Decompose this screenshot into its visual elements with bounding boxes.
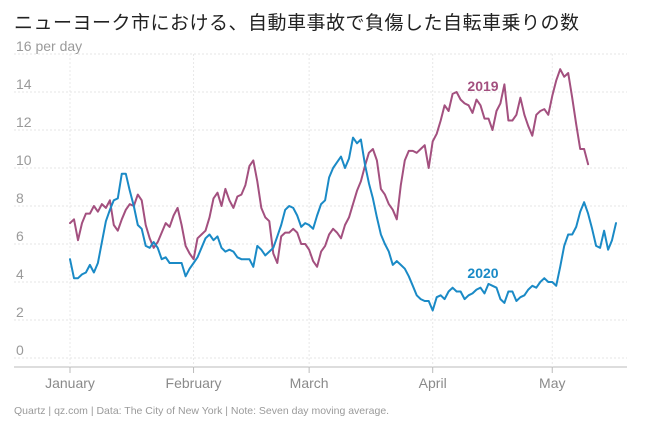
- x-tick-label: March: [290, 375, 329, 391]
- chart-footer: Quartz | qz.com | Data: The City of New …: [14, 405, 389, 417]
- y-axis-label: 16 per day: [16, 38, 82, 54]
- y-tick-label: 10: [16, 152, 32, 168]
- y-tick-label: 6: [16, 228, 24, 244]
- y-tick-label: 4: [16, 266, 24, 282]
- series-label-2020: 2020: [467, 265, 498, 281]
- y-tick-label: 8: [16, 190, 24, 206]
- series-label-2019: 2019: [467, 78, 498, 94]
- x-tick-label: May: [539, 375, 565, 391]
- x-tick-label: February: [166, 375, 222, 391]
- y-tick-label: 0: [16, 342, 24, 358]
- y-tick-label: 14: [16, 76, 32, 92]
- x-tick-label: April: [419, 375, 447, 391]
- y-tick-label: 2: [16, 304, 24, 320]
- x-tick-label: January: [45, 375, 95, 391]
- y-tick-label: 12: [16, 114, 32, 130]
- series-line-2020: [70, 138, 616, 311]
